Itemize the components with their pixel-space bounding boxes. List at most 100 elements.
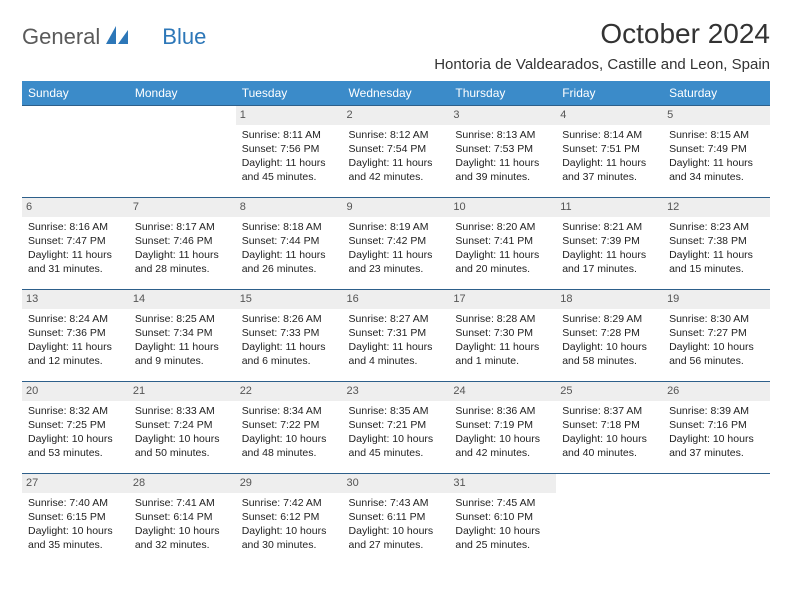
sunset-text: Sunset: 7:56 PM xyxy=(242,142,337,156)
daylight-text: Daylight: 11 hours and 31 minutes. xyxy=(28,248,123,276)
sunset-text: Sunset: 7:36 PM xyxy=(28,326,123,340)
sunset-text: Sunset: 7:41 PM xyxy=(455,234,550,248)
day-details: Sunrise: 8:37 AMSunset: 7:18 PMDaylight:… xyxy=(562,404,657,461)
sunrise-text: Sunrise: 8:17 AM xyxy=(135,220,230,234)
calendar-cell: 24 Sunrise: 8:36 AMSunset: 7:19 PMDayligh… xyxy=(449,382,556,474)
day-number: 5 xyxy=(663,106,770,125)
daylight-text: Daylight: 11 hours and 12 minutes. xyxy=(28,340,123,368)
calendar-cell: 11Sunrise: 8:21 AMSunset: 7:39 PMDayligh… xyxy=(556,198,663,290)
daylight-text: Daylight: 10 hours and 32 minutes. xyxy=(135,524,230,552)
calendar-cell xyxy=(22,106,129,198)
sunset-text: Sunset: 6:15 PM xyxy=(28,510,123,524)
day-details: Sunrise: 8:16 AMSunset: 7:47 PMDaylight:… xyxy=(28,220,123,277)
sunrise-text: Sunrise: 8:36 AM xyxy=(455,404,550,418)
daylight-text: Daylight: 11 hours and 1 minute. xyxy=(455,340,550,368)
brand-part1: General xyxy=(22,24,100,50)
day-number: 12 xyxy=(663,198,770,217)
sunrise-text: Sunrise: 8:18 AM xyxy=(242,220,337,234)
day-number: 15 xyxy=(236,290,343,309)
day-number: 18 xyxy=(556,290,663,309)
day-number: 24 xyxy=(449,382,556,401)
sunrise-text: Sunrise: 8:12 AM xyxy=(349,128,444,142)
day-details: Sunrise: 8:26 AMSunset: 7:33 PMDaylight:… xyxy=(242,312,337,369)
daylight-text: Daylight: 11 hours and 17 minutes. xyxy=(562,248,657,276)
calendar-row: 27 Sunrise: 7:40 AMSunset: 6:15 PM Dayligh… xyxy=(22,474,770,566)
calendar-cell: 13Sunrise: 8:24 AMSunset: 7:36 PMDayligh… xyxy=(22,290,129,382)
title-block: October 2024 Hontoria de Valdearados, Ca… xyxy=(434,18,770,73)
day-number: 30 xyxy=(343,474,450,493)
sunset-text: Sunset: 7:38 PM xyxy=(669,234,764,248)
calendar-cell: 23 Sunrise: 8:35 AMSunset: 7:21 PMDayligh… xyxy=(343,382,450,474)
sunset-text: Sunset: 6:10 PM xyxy=(455,510,550,524)
sunrise-text: Sunrise: 8:20 AM xyxy=(455,220,550,234)
day-details: Sunrise: 7:43 AMSunset: 6:11 PMDaylight:… xyxy=(349,496,444,553)
sunrise-text: Sunrise: 8:24 AM xyxy=(28,312,123,326)
calendar-cell: 19Sunrise: 8:30 AMSunset: 7:27 PMDayligh… xyxy=(663,290,770,382)
sunset-text: Sunset: 7:51 PM xyxy=(562,142,657,156)
day-number: 20 xyxy=(22,382,129,401)
day-details: Sunrise: 8:29 AMSunset: 7:28 PMDaylight:… xyxy=(562,312,657,369)
day-number: 9 xyxy=(343,198,450,217)
sunrise-text: Sunrise: 8:25 AM xyxy=(135,312,230,326)
day-number: 19 xyxy=(663,290,770,309)
calendar-cell: 1Sunrise: 8:11 AMSunset: 7:56 PMDaylight… xyxy=(236,106,343,198)
day-number: 27 xyxy=(22,474,129,493)
sunrise-text: Sunrise: 8:16 AM xyxy=(28,220,123,234)
calendar-cell: 3Sunrise: 8:13 AMSunset: 7:53 PMDaylight… xyxy=(449,106,556,198)
daylight-text: Daylight: 10 hours and 48 minutes. xyxy=(242,432,337,460)
sunset-text: Sunset: 7:24 PM xyxy=(135,418,230,432)
day-number: 2 xyxy=(343,106,450,125)
daylight-text: Daylight: 10 hours and 25 minutes. xyxy=(455,524,550,552)
day-details: Sunrise: 8:35 AMSunset: 7:21 PMDaylight:… xyxy=(349,404,444,461)
day-details: Sunrise: 8:39 AMSunset: 7:16 PMDaylight:… xyxy=(669,404,764,461)
brand-part2: Blue xyxy=(162,24,206,50)
sunrise-text: Sunrise: 7:40 AM xyxy=(28,496,123,510)
sunrise-text: Sunrise: 7:45 AM xyxy=(455,496,550,510)
day-details: Sunrise: 8:11 AMSunset: 7:56 PMDaylight:… xyxy=(242,128,337,185)
day-number: 23 xyxy=(343,382,450,401)
daylight-text: Daylight: 11 hours and 4 minutes. xyxy=(349,340,444,368)
sunrise-text: Sunrise: 8:30 AM xyxy=(669,312,764,326)
month-title: October 2024 xyxy=(434,18,770,50)
day-header: Friday xyxy=(556,81,663,106)
sunset-text: Sunset: 7:42 PM xyxy=(349,234,444,248)
day-details: Sunrise: 8:36 AMSunset: 7:19 PMDaylight:… xyxy=(455,404,550,461)
sunrise-text: Sunrise: 8:21 AM xyxy=(562,220,657,234)
calendar-cell: 29Sunrise: 7:42 AMSunset: 6:12 PMDayligh… xyxy=(236,474,343,566)
calendar-cell xyxy=(129,106,236,198)
calendar-cell: 30 Sunrise: 7:43 AMSunset: 6:11 PMDayligh… xyxy=(343,474,450,566)
day-header: Sunday xyxy=(22,81,129,106)
daylight-text: Daylight: 11 hours and 20 minutes. xyxy=(455,248,550,276)
day-number: 3 xyxy=(449,106,556,125)
sunset-text: Sunset: 7:27 PM xyxy=(669,326,764,340)
daylight-text: Daylight: 10 hours and 58 minutes. xyxy=(562,340,657,368)
day-number: 29 xyxy=(236,474,343,493)
day-number: 7 xyxy=(129,198,236,217)
day-details: Sunrise: 8:21 AMSunset: 7:39 PMDaylight:… xyxy=(562,220,657,277)
calendar-row: 1Sunrise: 8:11 AMSunset: 7:56 PMDaylight… xyxy=(22,106,770,198)
sunset-text: Sunset: 7:25 PM xyxy=(28,418,123,432)
sunrise-text: Sunrise: 8:14 AM xyxy=(562,128,657,142)
calendar-table: Sunday Monday Tuesday Wednesday Thursday… xyxy=(22,81,770,566)
day-details: Sunrise: 8:27 AMSunset: 7:31 PMDaylight:… xyxy=(349,312,444,369)
sail-icon xyxy=(106,24,128,50)
daylight-text: Daylight: 11 hours and 26 minutes. xyxy=(242,248,337,276)
sunset-text: Sunset: 7:16 PM xyxy=(669,418,764,432)
header: General Blue October 2024 Hontoria de Va… xyxy=(22,18,770,73)
sunset-text: Sunset: 7:54 PM xyxy=(349,142,444,156)
sunrise-text: Sunrise: 7:41 AM xyxy=(135,496,230,510)
daylight-text: Daylight: 10 hours and 27 minutes. xyxy=(349,524,444,552)
day-number: 16 xyxy=(343,290,450,309)
calendar-cell: 22Sunrise: 8:34 AMSunset: 7:22 PMDayligh… xyxy=(236,382,343,474)
sunrise-text: Sunrise: 8:29 AM xyxy=(562,312,657,326)
daylight-text: Daylight: 10 hours and 37 minutes. xyxy=(669,432,764,460)
sunrise-text: Sunrise: 8:26 AM xyxy=(242,312,337,326)
sunset-text: Sunset: 7:33 PM xyxy=(242,326,337,340)
day-details: Sunrise: 8:32 AMSunset: 7:25 PMDaylight:… xyxy=(28,404,123,461)
sunrise-text: Sunrise: 8:35 AM xyxy=(349,404,444,418)
day-number: 8 xyxy=(236,198,343,217)
sunset-text: Sunset: 6:11 PM xyxy=(349,510,444,524)
calendar-cell: 31Sunrise: 7:45 AMSunset: 6:10 PMDayligh… xyxy=(449,474,556,566)
day-details: Sunrise: 7:45 AMSunset: 6:10 PMDaylight:… xyxy=(455,496,550,553)
sunset-text: Sunset: 7:22 PM xyxy=(242,418,337,432)
